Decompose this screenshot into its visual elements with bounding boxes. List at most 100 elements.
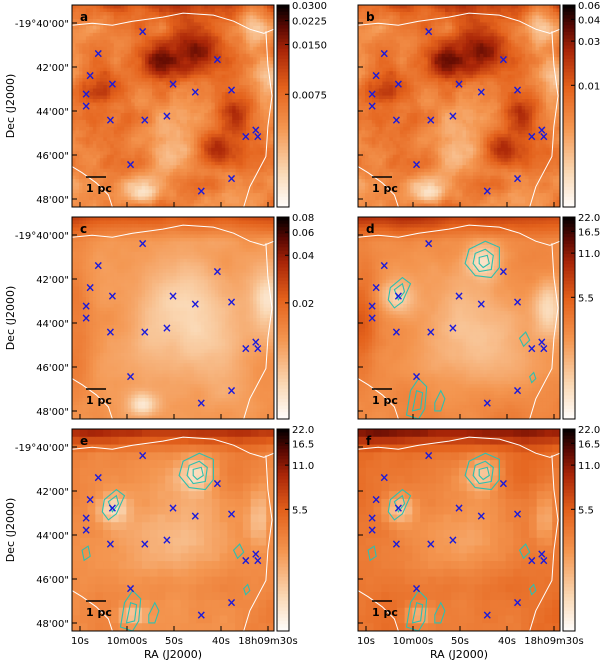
boundary-contour <box>72 224 274 246</box>
source-marker: × <box>93 258 103 272</box>
source-marker: × <box>482 608 492 622</box>
emission-contour <box>434 601 446 624</box>
x-axis-label: RA (J2000) <box>430 648 488 661</box>
source-marker: × <box>482 184 492 198</box>
boundary-contour <box>358 166 399 207</box>
emission-contour <box>472 460 494 485</box>
boundary-contour <box>529 455 559 631</box>
source-marker: × <box>513 172 523 186</box>
source-marker: × <box>393 77 403 91</box>
panel-e-image: ×××××××× ××××××××××× <box>72 429 274 631</box>
y-tick-label: 44'00" <box>36 319 69 330</box>
source-marker: × <box>85 69 95 83</box>
emission-contour <box>387 488 412 521</box>
emission-contour <box>478 466 490 481</box>
colorbar-tick-label: 16.5 <box>292 439 314 450</box>
source-marker: × <box>513 596 523 610</box>
boundary-contour <box>358 378 399 419</box>
colorbar-tick-label: 0.045 <box>578 15 600 26</box>
panel-label: f <box>366 434 372 448</box>
source-marker: × <box>412 370 422 384</box>
panel-label: b <box>366 10 375 24</box>
emission-contour <box>148 601 160 624</box>
colorbar-tick-label: 11.0 <box>292 461 314 472</box>
source-marker: × <box>190 85 200 99</box>
boundary-contour <box>72 378 113 419</box>
source-marker: × <box>527 129 537 143</box>
colorbar-tick-label: 0.0300 <box>292 1 327 12</box>
source-marker: × <box>391 325 401 339</box>
source-marker: × <box>539 341 549 355</box>
emission-contour <box>529 371 537 384</box>
source-marker: × <box>251 547 261 561</box>
source-marker: × <box>391 113 401 127</box>
source-marker: × <box>81 87 91 101</box>
emission-contour <box>529 583 537 596</box>
boundary-contour <box>243 31 273 207</box>
colorbar-tick-label: 5.5 <box>578 505 594 516</box>
source-marker: × <box>196 184 206 198</box>
x-tick-label: 40s <box>498 636 516 647</box>
emission-contour <box>367 545 377 562</box>
source-marker: × <box>367 311 377 325</box>
panel-d-image: ×××××××× ××××××××××× <box>358 217 560 419</box>
panel-label: a <box>80 10 88 24</box>
source-marker: × <box>81 523 91 537</box>
colorbar-e: 22.0 16.5 11.0 5.5 <box>276 425 314 632</box>
source-marker: × <box>140 325 150 339</box>
colorbar-tick-label: 0.0225 <box>292 17 327 28</box>
source-marker: × <box>367 87 377 101</box>
source-marker: × <box>454 289 464 303</box>
source-marker: × <box>367 299 377 313</box>
source-marker: × <box>196 396 206 410</box>
y-tick-label: 48'00" <box>36 619 69 630</box>
boundary-contour <box>358 590 399 631</box>
source-marker: × <box>85 281 95 295</box>
source-marker: × <box>527 553 537 567</box>
boundary-contour <box>358 224 560 246</box>
panel-label: c <box>80 222 87 236</box>
source-marker: × <box>81 511 91 525</box>
source-marker: × <box>162 109 172 123</box>
boundary-contour <box>72 590 113 631</box>
source-marker: × <box>412 582 422 596</box>
y-axis-label: Dec (J2000) <box>4 74 17 139</box>
x-tick-label: 40s <box>212 636 230 647</box>
source-marker: × <box>476 85 486 99</box>
source-marker: × <box>212 53 222 67</box>
source-marker: × <box>227 596 237 610</box>
panel-frame <box>357 4 561 208</box>
source-marker: × <box>371 281 381 295</box>
emission-contour <box>434 389 446 412</box>
emission-contour <box>107 494 120 513</box>
colorbar-tick-label: 22.0 <box>292 425 314 436</box>
source-marker: × <box>393 289 403 303</box>
source-marker: × <box>190 509 200 523</box>
colorbar-tick-label: 0.0075 <box>292 90 327 101</box>
colorbar-tick-label: 0.06 <box>292 228 314 239</box>
boundary-contour <box>529 243 559 419</box>
panel-frame <box>71 216 275 420</box>
panel-frame <box>357 428 561 632</box>
source-marker: × <box>138 236 148 250</box>
x-tick-label: 18h09m30s <box>238 636 297 647</box>
y-tick-label: 42'00" <box>36 63 69 74</box>
colorbar-d: 22.0 16.5 11.0 5.5 <box>562 213 600 420</box>
source-marker: × <box>140 113 150 127</box>
scale-bar-label: 1 pc <box>86 394 112 407</box>
colorbar-tick-label: 0.08 <box>292 213 314 224</box>
source-marker: × <box>81 311 91 325</box>
source-marker: × <box>253 341 263 355</box>
source-marker: × <box>241 553 251 567</box>
source-marker: × <box>412 158 422 172</box>
x-tick-label: 50s <box>451 636 469 647</box>
source-marker: × <box>253 129 263 143</box>
source-marker: × <box>454 501 464 515</box>
emission-contour <box>464 452 500 491</box>
source-marker: × <box>105 113 115 127</box>
emission-contour <box>125 601 138 624</box>
boundary-contour <box>72 436 274 458</box>
